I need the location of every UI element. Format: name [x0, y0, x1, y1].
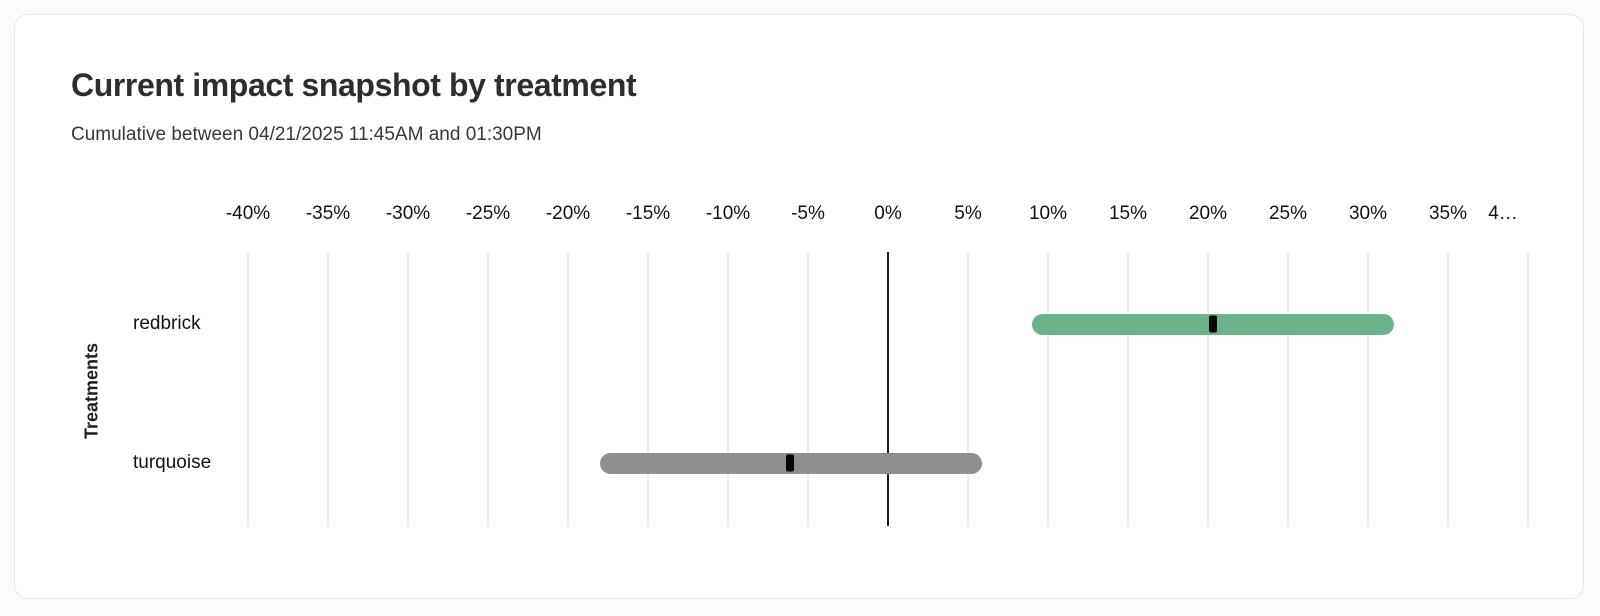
x-tick-label: -5%: [791, 203, 825, 224]
x-tick-label: 25%: [1268, 203, 1308, 224]
x-tick-label: -35%: [305, 203, 351, 224]
x-tick-label: 30%: [1348, 203, 1388, 224]
gridline: [1527, 252, 1529, 526]
gridline: [487, 252, 489, 526]
point-estimate-marker: [786, 454, 795, 472]
gridline: [807, 252, 809, 526]
gridline: [1047, 252, 1049, 526]
gridline: [407, 252, 409, 526]
gridline: [1287, 252, 1289, 526]
x-tick-label: -20%: [545, 203, 591, 224]
point-estimate-marker: [1208, 315, 1217, 333]
gridline: [1447, 252, 1449, 526]
gridline: [1367, 252, 1369, 526]
x-tick-label: 5%: [954, 203, 982, 224]
gridline: [727, 252, 729, 526]
x-tick-label: 35%: [1428, 203, 1468, 224]
category-label: redbrick: [133, 313, 201, 334]
x-tick-label: 4…: [1488, 203, 1518, 224]
x-tick-label: 20%: [1188, 203, 1228, 224]
gridline: [327, 252, 329, 526]
gridline: [967, 252, 969, 526]
gridline: [1127, 252, 1129, 526]
y-axis-label: Treatments: [81, 342, 102, 440]
gridline: [1207, 252, 1209, 526]
zero-baseline: [887, 252, 889, 526]
x-tick-label: 0%: [874, 203, 902, 224]
category-label: turquoise: [133, 452, 212, 473]
x-tick-label: -30%: [385, 203, 431, 224]
x-tick-label: 10%: [1028, 203, 1068, 224]
x-tick-label: -25%: [465, 203, 511, 224]
x-tick-label: -15%: [625, 203, 671, 224]
gridline: [567, 252, 569, 526]
x-tick-label: -10%: [705, 203, 751, 224]
chart-card: Current impact snapshot by treatment Cum…: [14, 14, 1584, 599]
gridline: [647, 252, 649, 526]
chart-subtitle: Cumulative between 04/21/2025 11:45AM an…: [71, 124, 542, 145]
x-tick-label: -40%: [225, 203, 271, 224]
gridline: [247, 252, 249, 526]
x-tick-label: 15%: [1108, 203, 1148, 224]
chart-title: Current impact snapshot by treatment: [71, 67, 637, 103]
